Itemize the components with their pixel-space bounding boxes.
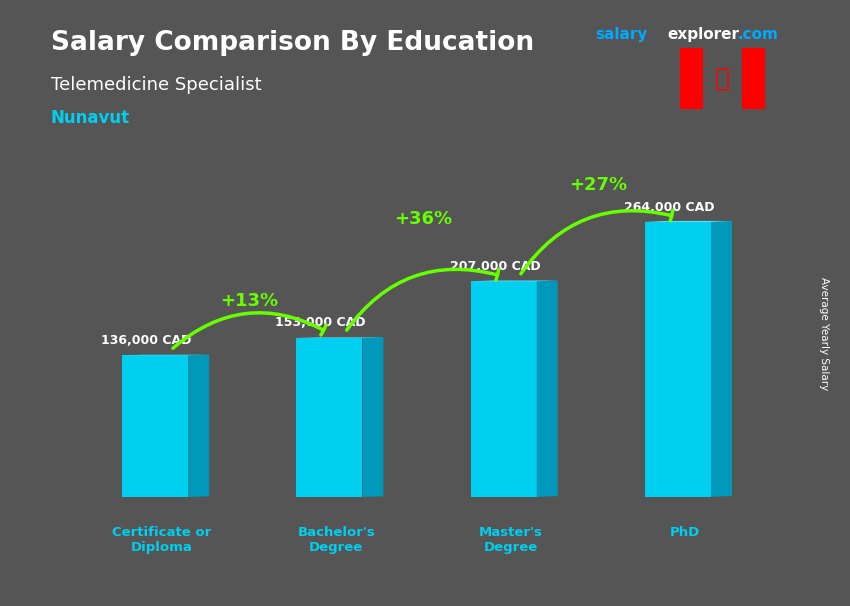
Text: +13%: +13% [220,292,278,310]
Text: +27%: +27% [569,176,626,195]
Bar [645,222,711,497]
Polygon shape [362,337,383,497]
Text: .com: .com [738,27,779,42]
Bar [471,281,536,497]
Bar [680,48,703,109]
Polygon shape [711,221,732,497]
Text: Certificate or
Diploma: Certificate or Diploma [112,526,212,554]
Text: salary: salary [595,27,648,42]
Text: Bachelor's
Degree: Bachelor's Degree [298,526,375,554]
Text: 153,000 CAD: 153,000 CAD [275,316,366,329]
Bar [297,338,362,497]
Text: 207,000 CAD: 207,000 CAD [450,260,541,273]
Polygon shape [645,221,732,222]
Text: +36%: +36% [394,210,452,228]
Polygon shape [536,281,558,497]
Text: Master's
Degree: Master's Degree [479,526,542,554]
Text: 🍁: 🍁 [715,67,730,91]
Text: Average Yearly Salary: Average Yearly Salary [819,277,829,390]
Text: Telemedicine Specialist: Telemedicine Specialist [51,76,262,94]
Text: explorer: explorer [667,27,740,42]
Text: 264,000 CAD: 264,000 CAD [624,201,714,213]
Bar [122,355,188,497]
Text: PhD: PhD [670,526,700,539]
Text: Salary Comparison By Education: Salary Comparison By Education [51,30,534,56]
Text: Nunavut: Nunavut [51,109,130,127]
Bar [742,48,765,109]
Polygon shape [188,355,209,497]
Text: 136,000 CAD: 136,000 CAD [101,334,191,347]
